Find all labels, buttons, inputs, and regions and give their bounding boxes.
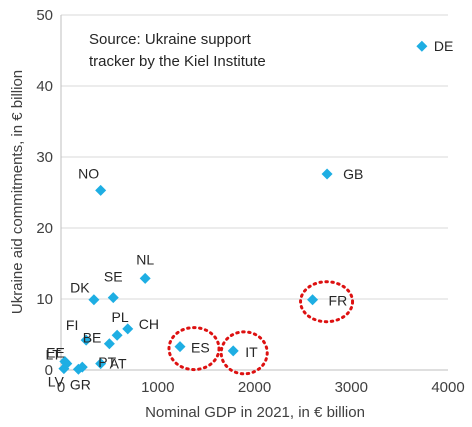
point-label-fr: FR <box>329 293 348 309</box>
point-se <box>107 292 119 304</box>
y-tick-label-0: 0 <box>45 362 53 379</box>
point-lv <box>58 363 70 375</box>
point-de <box>416 40 428 52</box>
point-label-be: BE <box>83 330 102 346</box>
point-dk <box>88 294 100 306</box>
y-tick-label-10: 10 <box>36 291 53 308</box>
point-nl <box>139 272 151 284</box>
point-no <box>95 184 107 196</box>
point-label-ch: CH <box>139 316 159 332</box>
source-note-line-1: Source: Ukraine support <box>89 31 252 48</box>
point-label-it: IT <box>245 344 258 360</box>
point-be <box>103 338 115 350</box>
point-label-es: ES <box>191 340 210 356</box>
point-label-de: DE <box>434 38 453 54</box>
y-tick-label-50: 50 <box>36 7 53 24</box>
point-at <box>95 358 107 370</box>
highlight-circles <box>167 280 355 376</box>
point-ch <box>122 323 134 335</box>
x-tick-label-2000: 2000 <box>238 379 271 396</box>
axes <box>60 15 448 371</box>
point-label-gr: GR <box>70 376 91 392</box>
x-tick-label-3000: 3000 <box>335 379 368 396</box>
highlight-circle-it <box>219 330 269 376</box>
y-tick-label-40: 40 <box>36 78 53 95</box>
point-label-no: NO <box>78 165 99 181</box>
point-gr <box>72 363 84 375</box>
point-label-dk: DK <box>70 280 90 296</box>
point-label-fi: FI <box>66 317 78 333</box>
data-points <box>58 40 428 375</box>
point-label-pl: PL <box>112 309 129 325</box>
x-tick-label-1000: 1000 <box>141 379 174 396</box>
x-tick-label-0: 0 <box>57 379 65 396</box>
tick-labels: 0 10 20 30 40 50 0 1000 2000 3000 4000 <box>36 7 464 396</box>
point-label-at: AT <box>110 356 127 372</box>
point-fr <box>307 294 319 306</box>
y-tick-label-20: 20 <box>36 220 53 237</box>
source-note-line-2: tracker by the Kiel Institute <box>89 53 266 70</box>
point-label-lt: LT <box>45 347 61 363</box>
x-tick-label-4000: 4000 <box>431 379 464 396</box>
point-pl <box>111 329 123 341</box>
point-fi <box>80 334 92 346</box>
point-label-se: SE <box>104 269 123 285</box>
y-tick-label-30: 30 <box>36 149 53 166</box>
point-it <box>227 345 239 357</box>
y-axis-title: Ukraine aid commitments, in € billion <box>9 70 26 314</box>
point-label-nl: NL <box>136 251 154 267</box>
point-es <box>174 341 186 353</box>
x-axis-title: Nominal GDP in 2021, in € billion <box>145 404 365 421</box>
highlight-circle-es <box>167 326 221 372</box>
point-gb <box>321 168 333 180</box>
point-label-pt: PT <box>98 354 116 370</box>
point-label-gb: GB <box>343 166 363 182</box>
highlight-circle-fr <box>299 280 355 324</box>
gridlines <box>61 14 448 300</box>
point-label-ee: EE <box>46 344 65 360</box>
point-label-lv: LV <box>48 374 65 390</box>
